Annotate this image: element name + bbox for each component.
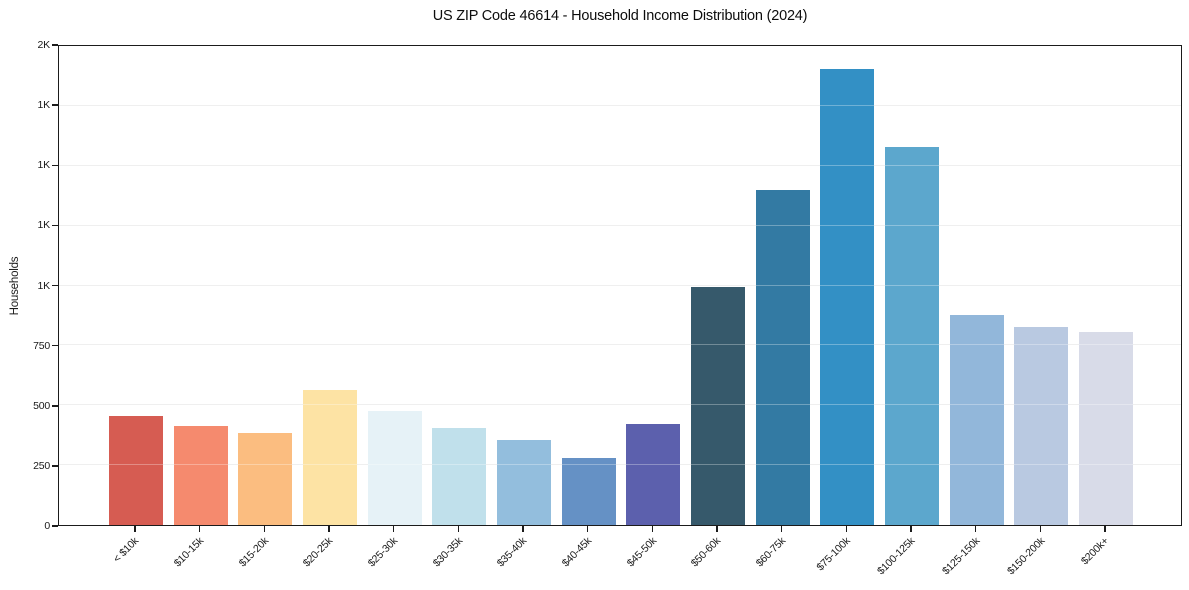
x-tick-mark — [716, 526, 718, 532]
x-tick-label: $125-150k — [939, 535, 983, 578]
gridline-overlay — [59, 464, 1181, 466]
x-tick-label: $200k+ — [1079, 535, 1112, 568]
y-tick-label: 500 — [33, 399, 50, 412]
y-tick-label: 1K — [37, 99, 51, 112]
bar — [1079, 332, 1133, 525]
bar — [497, 439, 551, 525]
bar — [755, 189, 810, 525]
gridline — [59, 464, 1181, 466]
y-tick-label: 1K — [37, 279, 51, 292]
bar — [109, 416, 163, 525]
x-tick-mark — [522, 526, 524, 532]
bar — [885, 146, 939, 525]
y-tick-mark — [52, 104, 58, 106]
x-tick-label: $15-20k — [236, 535, 271, 570]
gridline — [59, 104, 1181, 106]
y-tick-mark — [52, 164, 58, 166]
x-tick-label: $75-100k — [814, 535, 853, 574]
bar — [820, 68, 875, 525]
x-tick-mark — [457, 526, 460, 532]
y-tick-mark — [52, 525, 58, 527]
plot-area — [58, 45, 1182, 526]
bar — [367, 411, 422, 525]
x-tick-mark — [328, 526, 330, 532]
gridline-overlay — [59, 164, 1181, 166]
bar — [626, 424, 681, 525]
bar — [1014, 327, 1069, 525]
chart-title: US ZIP Code 46614 - Household Income Dis… — [432, 8, 808, 24]
x-tick-label: $50-60k — [689, 535, 724, 570]
x-tick-mark — [1039, 526, 1042, 532]
gridline — [59, 404, 1181, 406]
x-tick-label: $150-200k — [1004, 535, 1047, 578]
x-tick-label: $45-50k — [624, 535, 659, 570]
y-tick-label: 1K — [37, 219, 51, 232]
x-tick-mark — [1104, 526, 1106, 532]
x-tick-label: $10-15k — [171, 535, 207, 570]
bar — [949, 315, 1004, 525]
x-tick-label: < $10k — [111, 535, 142, 566]
y-tick-mark — [52, 44, 58, 46]
gridline-overlay — [59, 404, 1181, 406]
y-tick-mark — [52, 344, 58, 347]
y-tick-mark — [52, 405, 58, 407]
x-tick-label: $60-75k — [753, 535, 789, 570]
x-tick-mark — [263, 526, 266, 532]
bar — [691, 286, 745, 525]
x-tick-mark — [198, 526, 201, 532]
x-tick-mark — [392, 526, 395, 532]
x-tick-mark — [586, 526, 589, 532]
x-tick-label: $100-125k — [875, 535, 918, 578]
gridline-overlay — [59, 284, 1181, 286]
bar — [238, 432, 293, 525]
y-tick-label: 1K — [37, 159, 51, 172]
gridline-overlay — [59, 224, 1181, 226]
x-tick-mark — [134, 526, 136, 532]
y-tick-label: 750 — [33, 339, 50, 352]
gridline — [59, 224, 1181, 226]
gridline-overlay — [59, 344, 1181, 346]
x-tick-label: $40-45k — [559, 535, 595, 570]
x-tick-mark — [910, 526, 912, 532]
gridline — [59, 164, 1181, 166]
x-tick-label: $30-35k — [430, 535, 465, 570]
x-tick-mark — [780, 526, 783, 532]
bar — [173, 425, 228, 525]
y-tick-label: 0 — [44, 520, 50, 532]
x-tick-mark — [974, 526, 977, 532]
y-tick-label: 2K — [37, 39, 51, 51]
y-tick-mark — [52, 465, 58, 467]
x-tick-mark — [651, 526, 654, 532]
gridline — [59, 284, 1181, 286]
gridline-overlay — [59, 104, 1181, 106]
x-tick-label: $20-25k — [301, 535, 336, 570]
y-tick-mark — [52, 224, 58, 227]
y-tick-label: 250 — [33, 459, 50, 472]
bar — [432, 428, 487, 525]
bar — [303, 389, 357, 525]
gridline — [59, 344, 1181, 346]
x-tick-label: $25-30k — [365, 535, 401, 570]
bar — [561, 457, 616, 525]
y-tick-mark — [52, 284, 58, 287]
x-tick-mark — [845, 526, 848, 532]
x-tick-label: $35-40k — [495, 535, 530, 570]
